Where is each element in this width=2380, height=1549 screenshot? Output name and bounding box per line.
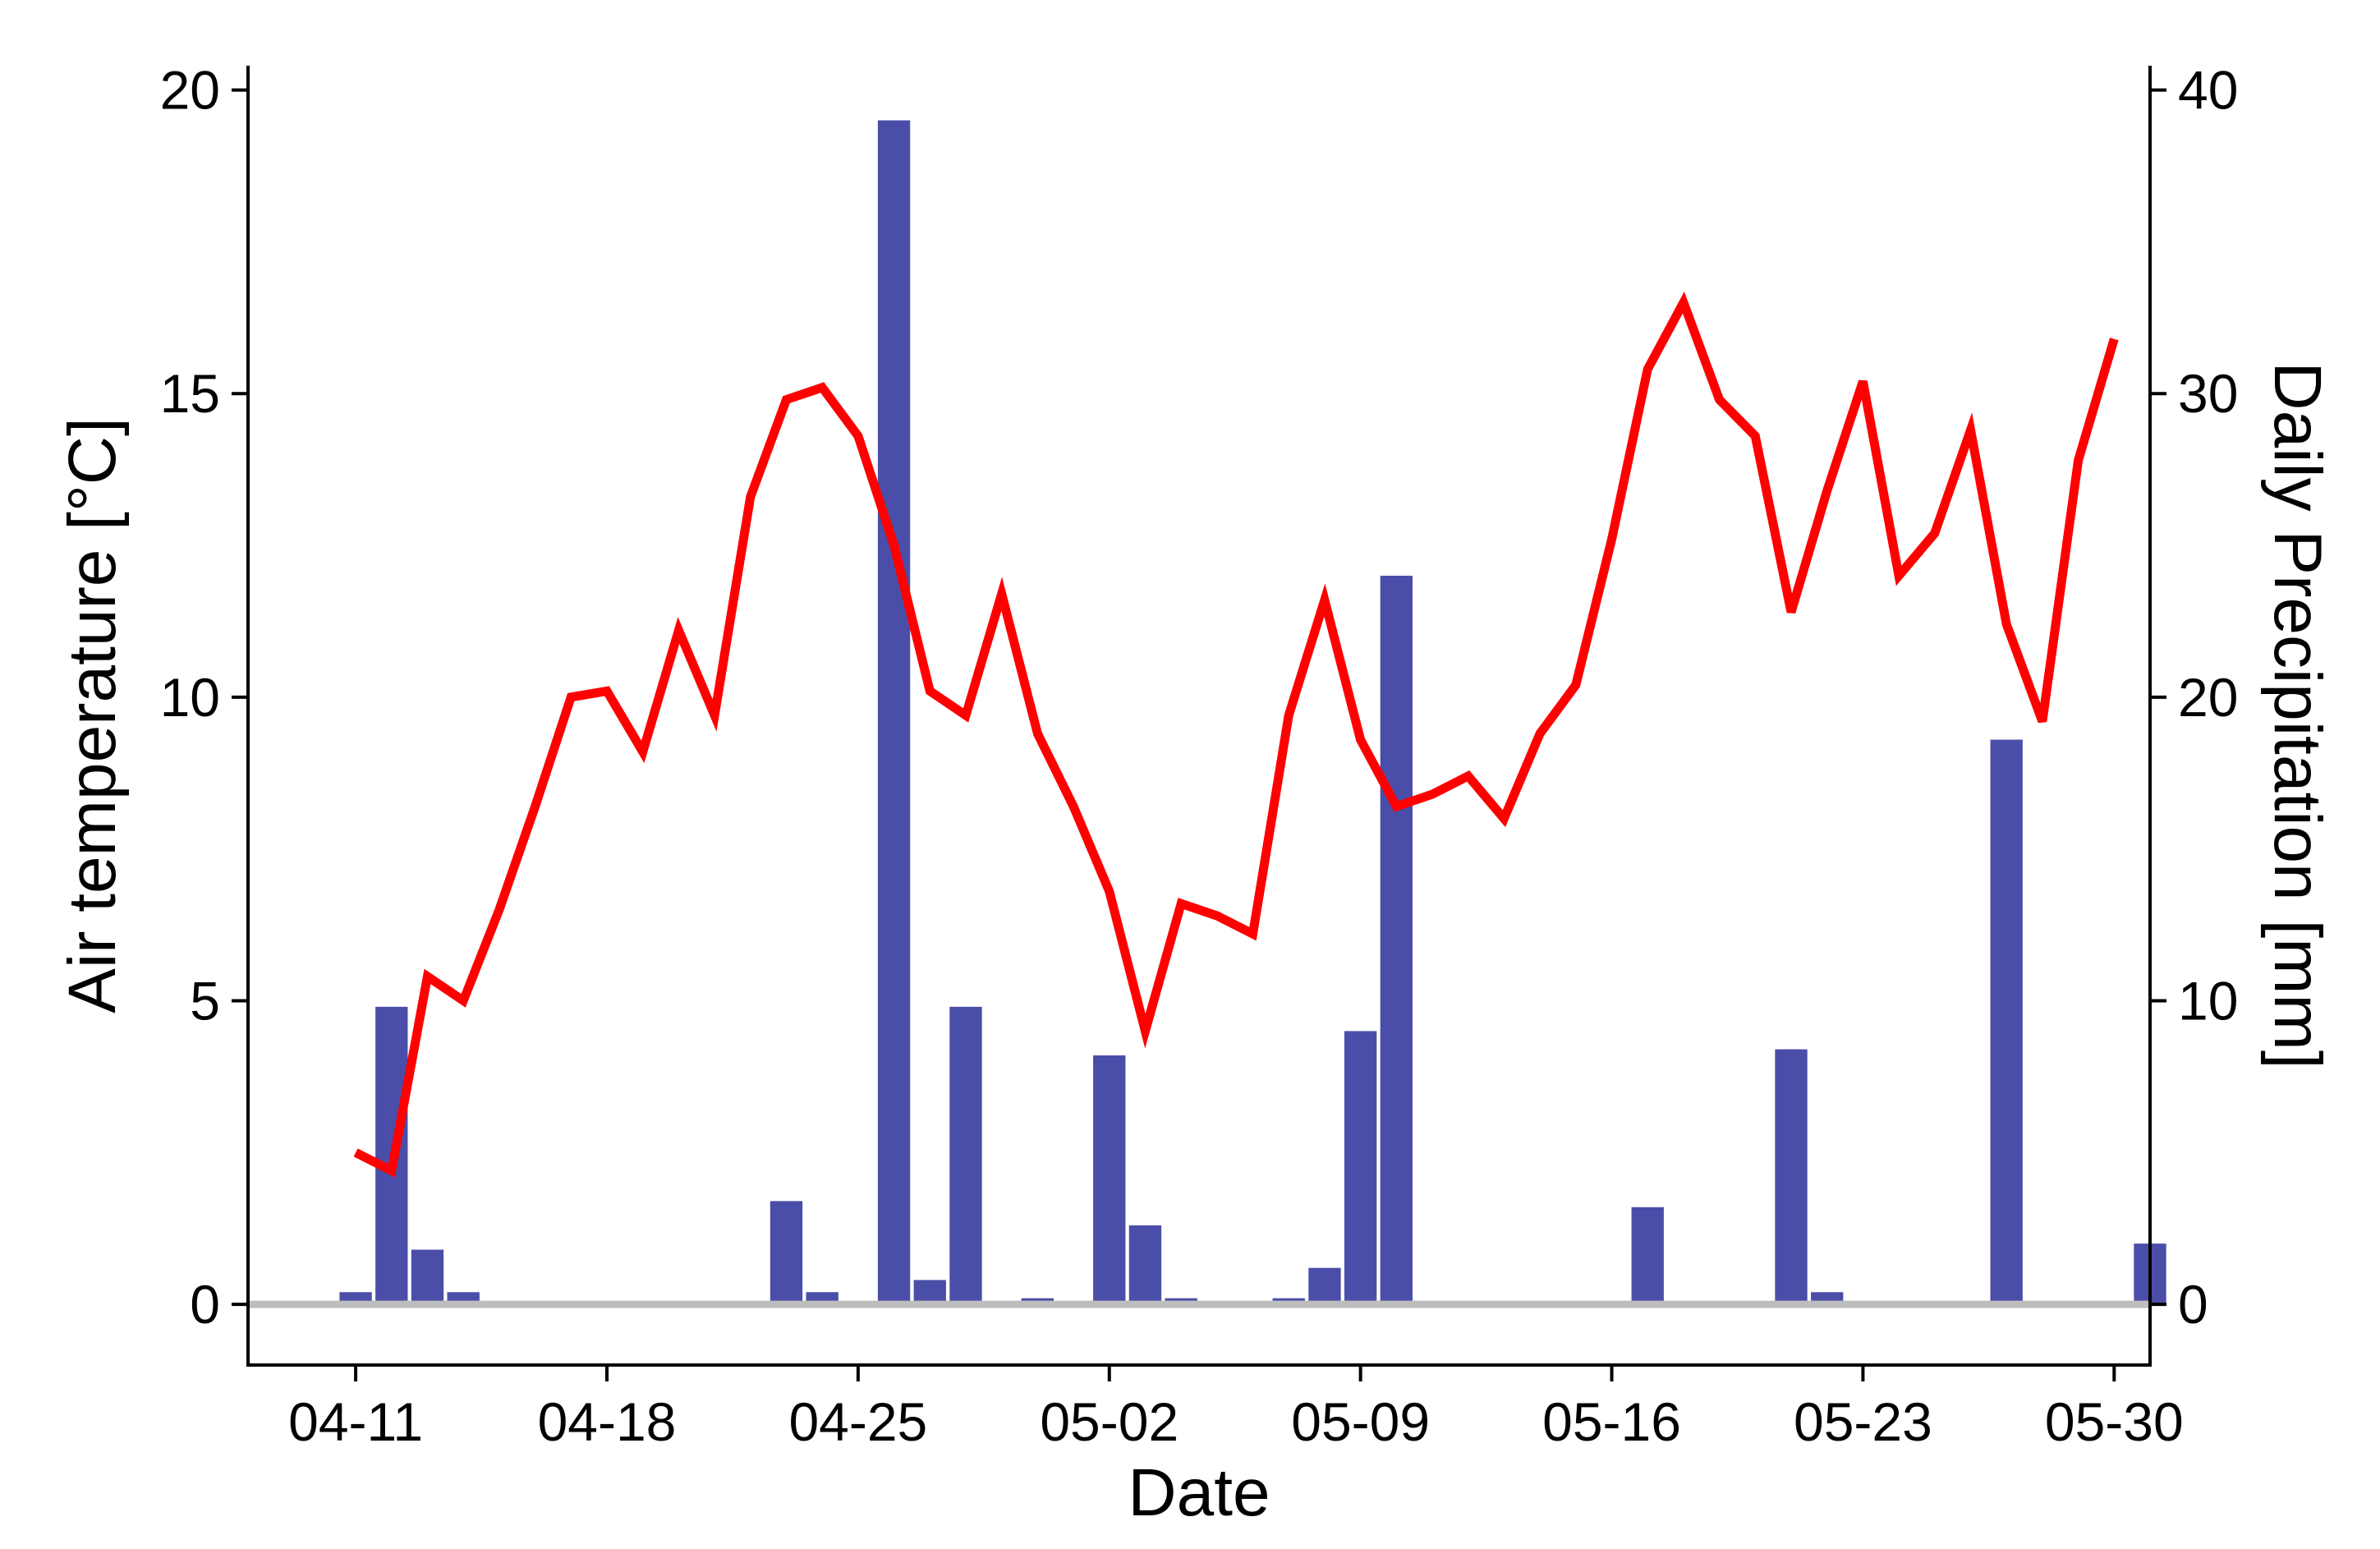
x-axis-ticks: 04-11 04-18 04-25 05-02 05-09 05-16 05-23 05-30: [288, 1365, 2184, 1452]
x-tick-label: 04-11: [288, 1391, 423, 1452]
x-tick-label: 04-25: [788, 1391, 927, 1452]
x-tick-label: 05-23: [1794, 1391, 1932, 1452]
x-tick-label: 04-18: [538, 1391, 677, 1452]
precipitation-bar-04-23: [770, 1201, 803, 1305]
precipitation-bar-05-10: [1380, 575, 1413, 1305]
precipitation-bar-05-08: [1308, 1267, 1341, 1305]
precipitation-bar-04-26: [877, 120, 911, 1305]
x-tick-label: 05-30: [2045, 1391, 2184, 1452]
left-y-axis-title: Air temperature [°C]: [55, 417, 130, 1013]
right-y-tick-label: 0: [2178, 1274, 2208, 1335]
precipitation-bar-05-27: [1990, 739, 2023, 1305]
x-tick-label: 05-16: [1542, 1391, 1681, 1452]
left-y-tick-label: 5: [190, 970, 220, 1031]
right-y-tick-label: 10: [2178, 970, 2238, 1031]
precipitation-bars: [339, 120, 2166, 1305]
left-y-tick-label: 15: [160, 363, 220, 424]
precipitation-bar-05-09: [1344, 1031, 1377, 1305]
x-tick-label: 05-02: [1040, 1391, 1179, 1452]
precipitation-bar-05-02: [1093, 1055, 1126, 1305]
precipitation-bar-04-13: [411, 1249, 444, 1305]
left-y-tick-label: 10: [160, 667, 220, 728]
right-y-tick-label: 30: [2178, 363, 2238, 424]
x-axis-title: Date: [1128, 1455, 1270, 1530]
right-y-axis-ticks: 0 10 20 30 40: [2150, 60, 2238, 1335]
precipitation-bar-04-27: [913, 1280, 946, 1305]
left-y-axis-ticks: 0 5 10 15 20: [160, 60, 248, 1335]
temperature-line: [353, 291, 2119, 1178]
x-tick-label: 05-09: [1291, 1391, 1430, 1452]
right-y-axis-title: Daily Precipitation [mm]: [2260, 361, 2335, 1069]
left-y-tick-label: 0: [190, 1274, 220, 1335]
right-y-tick-label: 40: [2178, 60, 2238, 121]
precipitation-bar-04-28: [949, 1006, 982, 1305]
left-y-tick-label: 20: [160, 60, 220, 121]
precipitation-bar-05-03: [1128, 1225, 1162, 1305]
precipitation-bar-05-21: [1775, 1049, 1808, 1305]
precipitation-bar-05-17: [1631, 1207, 1664, 1305]
right-y-tick-label: 20: [2178, 667, 2238, 728]
